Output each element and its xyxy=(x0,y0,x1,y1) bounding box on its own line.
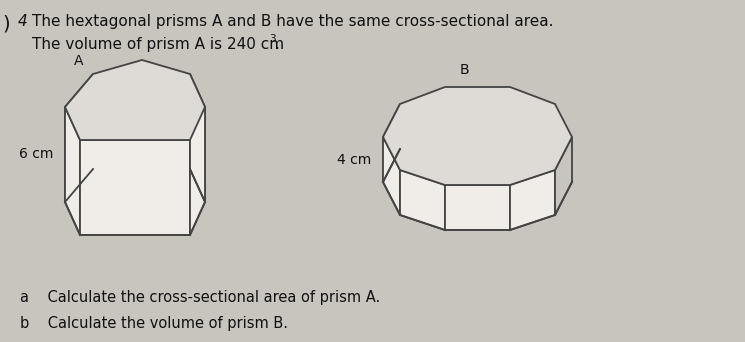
Polygon shape xyxy=(383,87,572,185)
Text: 3: 3 xyxy=(270,34,276,44)
Polygon shape xyxy=(65,74,93,202)
Text: 6 cm: 6 cm xyxy=(19,147,53,161)
Polygon shape xyxy=(510,170,555,230)
Polygon shape xyxy=(383,104,400,182)
Polygon shape xyxy=(80,140,190,235)
Polygon shape xyxy=(65,60,205,140)
Polygon shape xyxy=(65,107,80,235)
Text: The hextagonal prisms A and B have the same cross-sectional area.: The hextagonal prisms A and B have the s… xyxy=(32,14,554,29)
Polygon shape xyxy=(555,137,572,215)
Polygon shape xyxy=(400,170,445,230)
Text: ): ) xyxy=(2,14,10,33)
Text: A: A xyxy=(74,54,83,68)
Text: a    Calculate the cross-sectional area of prism A.: a Calculate the cross-sectional area of … xyxy=(20,290,380,305)
Text: 4: 4 xyxy=(18,14,28,29)
Polygon shape xyxy=(190,74,205,202)
Text: B: B xyxy=(460,63,469,77)
Polygon shape xyxy=(445,185,510,230)
Text: The volume of prism A is 240 cm: The volume of prism A is 240 cm xyxy=(32,37,284,52)
Text: .: . xyxy=(274,37,279,52)
Text: 4 cm: 4 cm xyxy=(337,153,371,167)
Text: b    Calculate the volume of prism B.: b Calculate the volume of prism B. xyxy=(20,316,288,331)
Polygon shape xyxy=(383,137,400,215)
Polygon shape xyxy=(190,107,205,235)
